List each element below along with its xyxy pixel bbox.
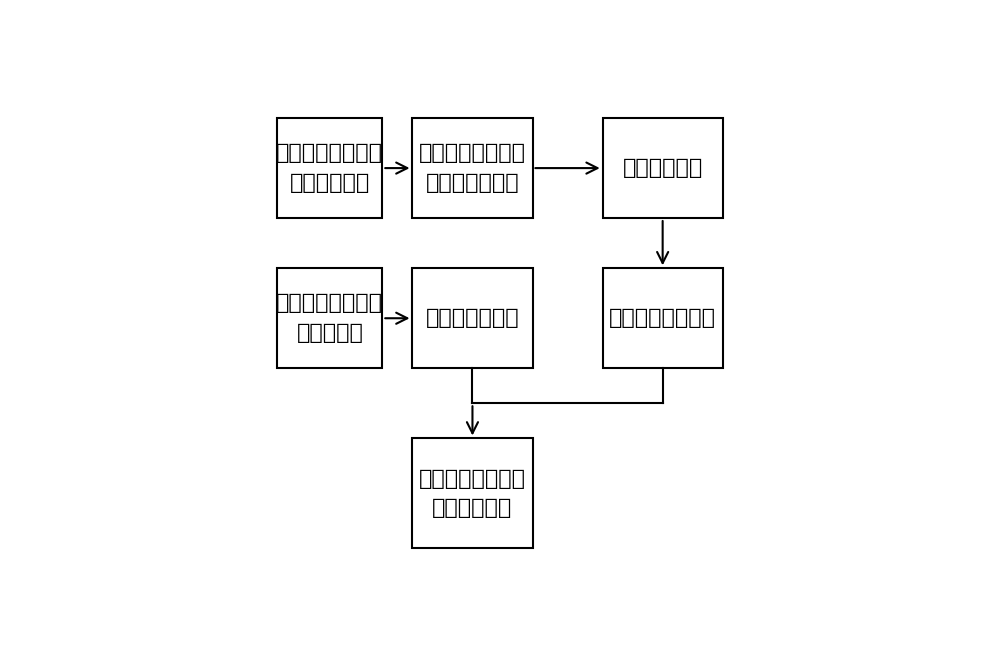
- Text: 新样本的散点图: 新样本的散点图: [426, 308, 519, 328]
- Text: 新样本的原始心电
图波形数据: 新样本的原始心电 图波形数据: [276, 293, 383, 343]
- Bar: [412, 118, 533, 218]
- Text: 训练数据的散点图
和心电异常类型: 训练数据的散点图 和心电异常类型: [419, 143, 526, 193]
- Bar: [277, 268, 382, 369]
- Bar: [603, 118, 723, 218]
- Text: 新样本的心电异常
类型预测结果: 新样本的心电异常 类型预测结果: [419, 469, 526, 518]
- Text: 用于训练的原始心
电图波形数据: 用于训练的原始心 电图波形数据: [276, 143, 383, 193]
- Bar: [412, 268, 533, 369]
- Bar: [277, 118, 382, 218]
- Text: 深度学习训练: 深度学习训练: [623, 158, 703, 178]
- Text: 卷积神经网络模型: 卷积神经网络模型: [609, 308, 716, 328]
- Bar: [603, 268, 723, 369]
- Bar: [412, 438, 533, 549]
